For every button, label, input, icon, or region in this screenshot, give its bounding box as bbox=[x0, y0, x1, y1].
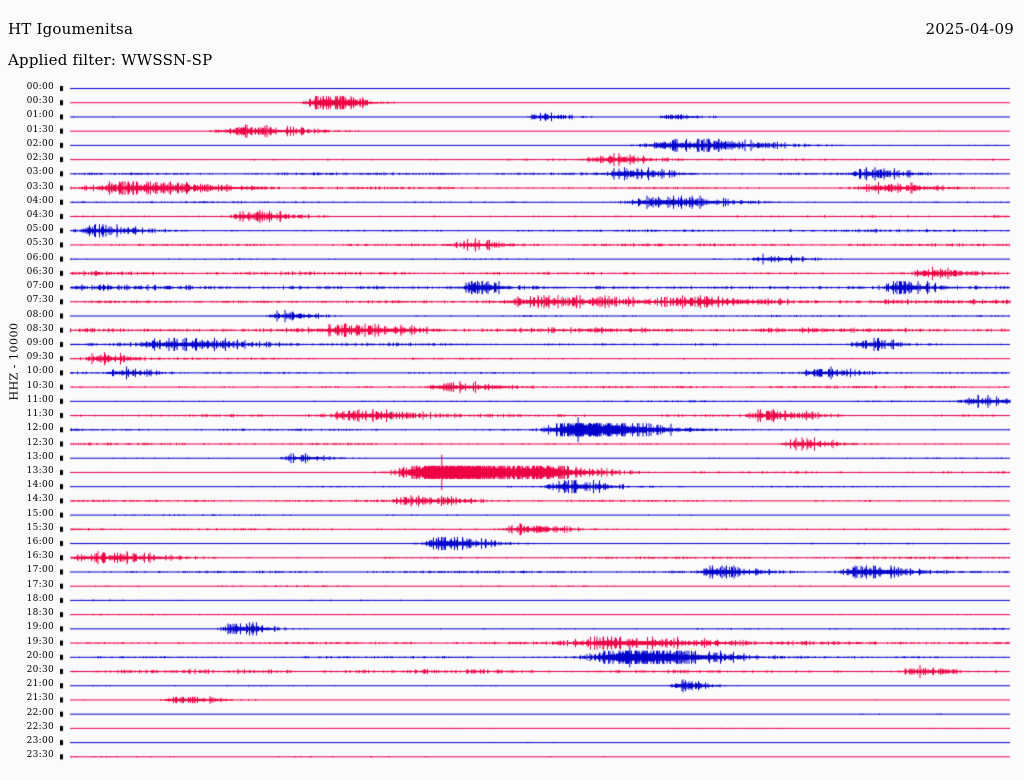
time-label: 07:30 bbox=[26, 295, 54, 306]
applied-filter-label: Applied filter: WWSSN-SP bbox=[8, 51, 213, 69]
time-label: 17:30 bbox=[26, 579, 54, 590]
time-label: 02:30 bbox=[26, 153, 54, 164]
record-date: 2025-04-09 bbox=[925, 20, 1014, 38]
seismogram-canvas bbox=[60, 82, 1012, 772]
time-label: 23:00 bbox=[26, 736, 54, 747]
time-label: 11:00 bbox=[26, 394, 54, 405]
time-label: 08:30 bbox=[26, 323, 54, 334]
time-label: 20:00 bbox=[26, 650, 54, 661]
time-label: 14:00 bbox=[26, 480, 54, 491]
time-label: 12:30 bbox=[26, 437, 54, 448]
time-label: 01:30 bbox=[26, 124, 54, 135]
helicorder-plot bbox=[60, 82, 1012, 772]
time-label: 08:00 bbox=[26, 309, 54, 320]
time-label: 16:00 bbox=[26, 537, 54, 548]
time-label: 09:00 bbox=[26, 337, 54, 348]
time-label: 05:30 bbox=[26, 238, 54, 249]
time-label: 09:30 bbox=[26, 352, 54, 363]
time-label: 14:30 bbox=[26, 494, 54, 505]
time-label: 22:00 bbox=[26, 707, 54, 718]
time-label: 05:00 bbox=[26, 224, 54, 235]
time-label: 18:00 bbox=[26, 593, 54, 604]
time-label: 15:00 bbox=[26, 508, 54, 519]
time-label: 10:00 bbox=[26, 366, 54, 377]
time-label: 04:30 bbox=[26, 209, 54, 220]
time-label: 11:30 bbox=[26, 409, 54, 420]
page-title: HT Igoumenitsa bbox=[8, 20, 134, 38]
time-label: 15:30 bbox=[26, 522, 54, 533]
time-label: 03:00 bbox=[26, 167, 54, 178]
time-label: 04:00 bbox=[26, 195, 54, 206]
time-label: 17:00 bbox=[26, 565, 54, 576]
time-label: 01:00 bbox=[26, 110, 54, 121]
time-label: 18:30 bbox=[26, 608, 54, 619]
time-label: 21:00 bbox=[26, 679, 54, 690]
time-label: 00:00 bbox=[26, 82, 54, 92]
time-label: 22:30 bbox=[26, 721, 54, 732]
time-label: 19:30 bbox=[26, 636, 54, 647]
time-label: 16:30 bbox=[26, 551, 54, 562]
time-label: 00:30 bbox=[26, 96, 54, 107]
time-label: 02:00 bbox=[26, 138, 54, 149]
time-label: 21:30 bbox=[26, 693, 54, 704]
time-label: 07:00 bbox=[26, 281, 54, 292]
time-label: 23:30 bbox=[26, 750, 54, 761]
time-label: 06:30 bbox=[26, 266, 54, 277]
time-label: 20:30 bbox=[26, 665, 54, 676]
time-label: 06:00 bbox=[26, 252, 54, 263]
time-label: 10:30 bbox=[26, 380, 54, 391]
time-label: 19:00 bbox=[26, 622, 54, 633]
time-label: 13:30 bbox=[26, 465, 54, 476]
time-label: 13:00 bbox=[26, 451, 54, 462]
time-axis-labels: 00:00 00:30 01:00 01:30 02:00 02:30 03:00 03:30… bbox=[0, 82, 58, 772]
time-label: 03:30 bbox=[26, 181, 54, 192]
time-label: 12:00 bbox=[26, 423, 54, 434]
